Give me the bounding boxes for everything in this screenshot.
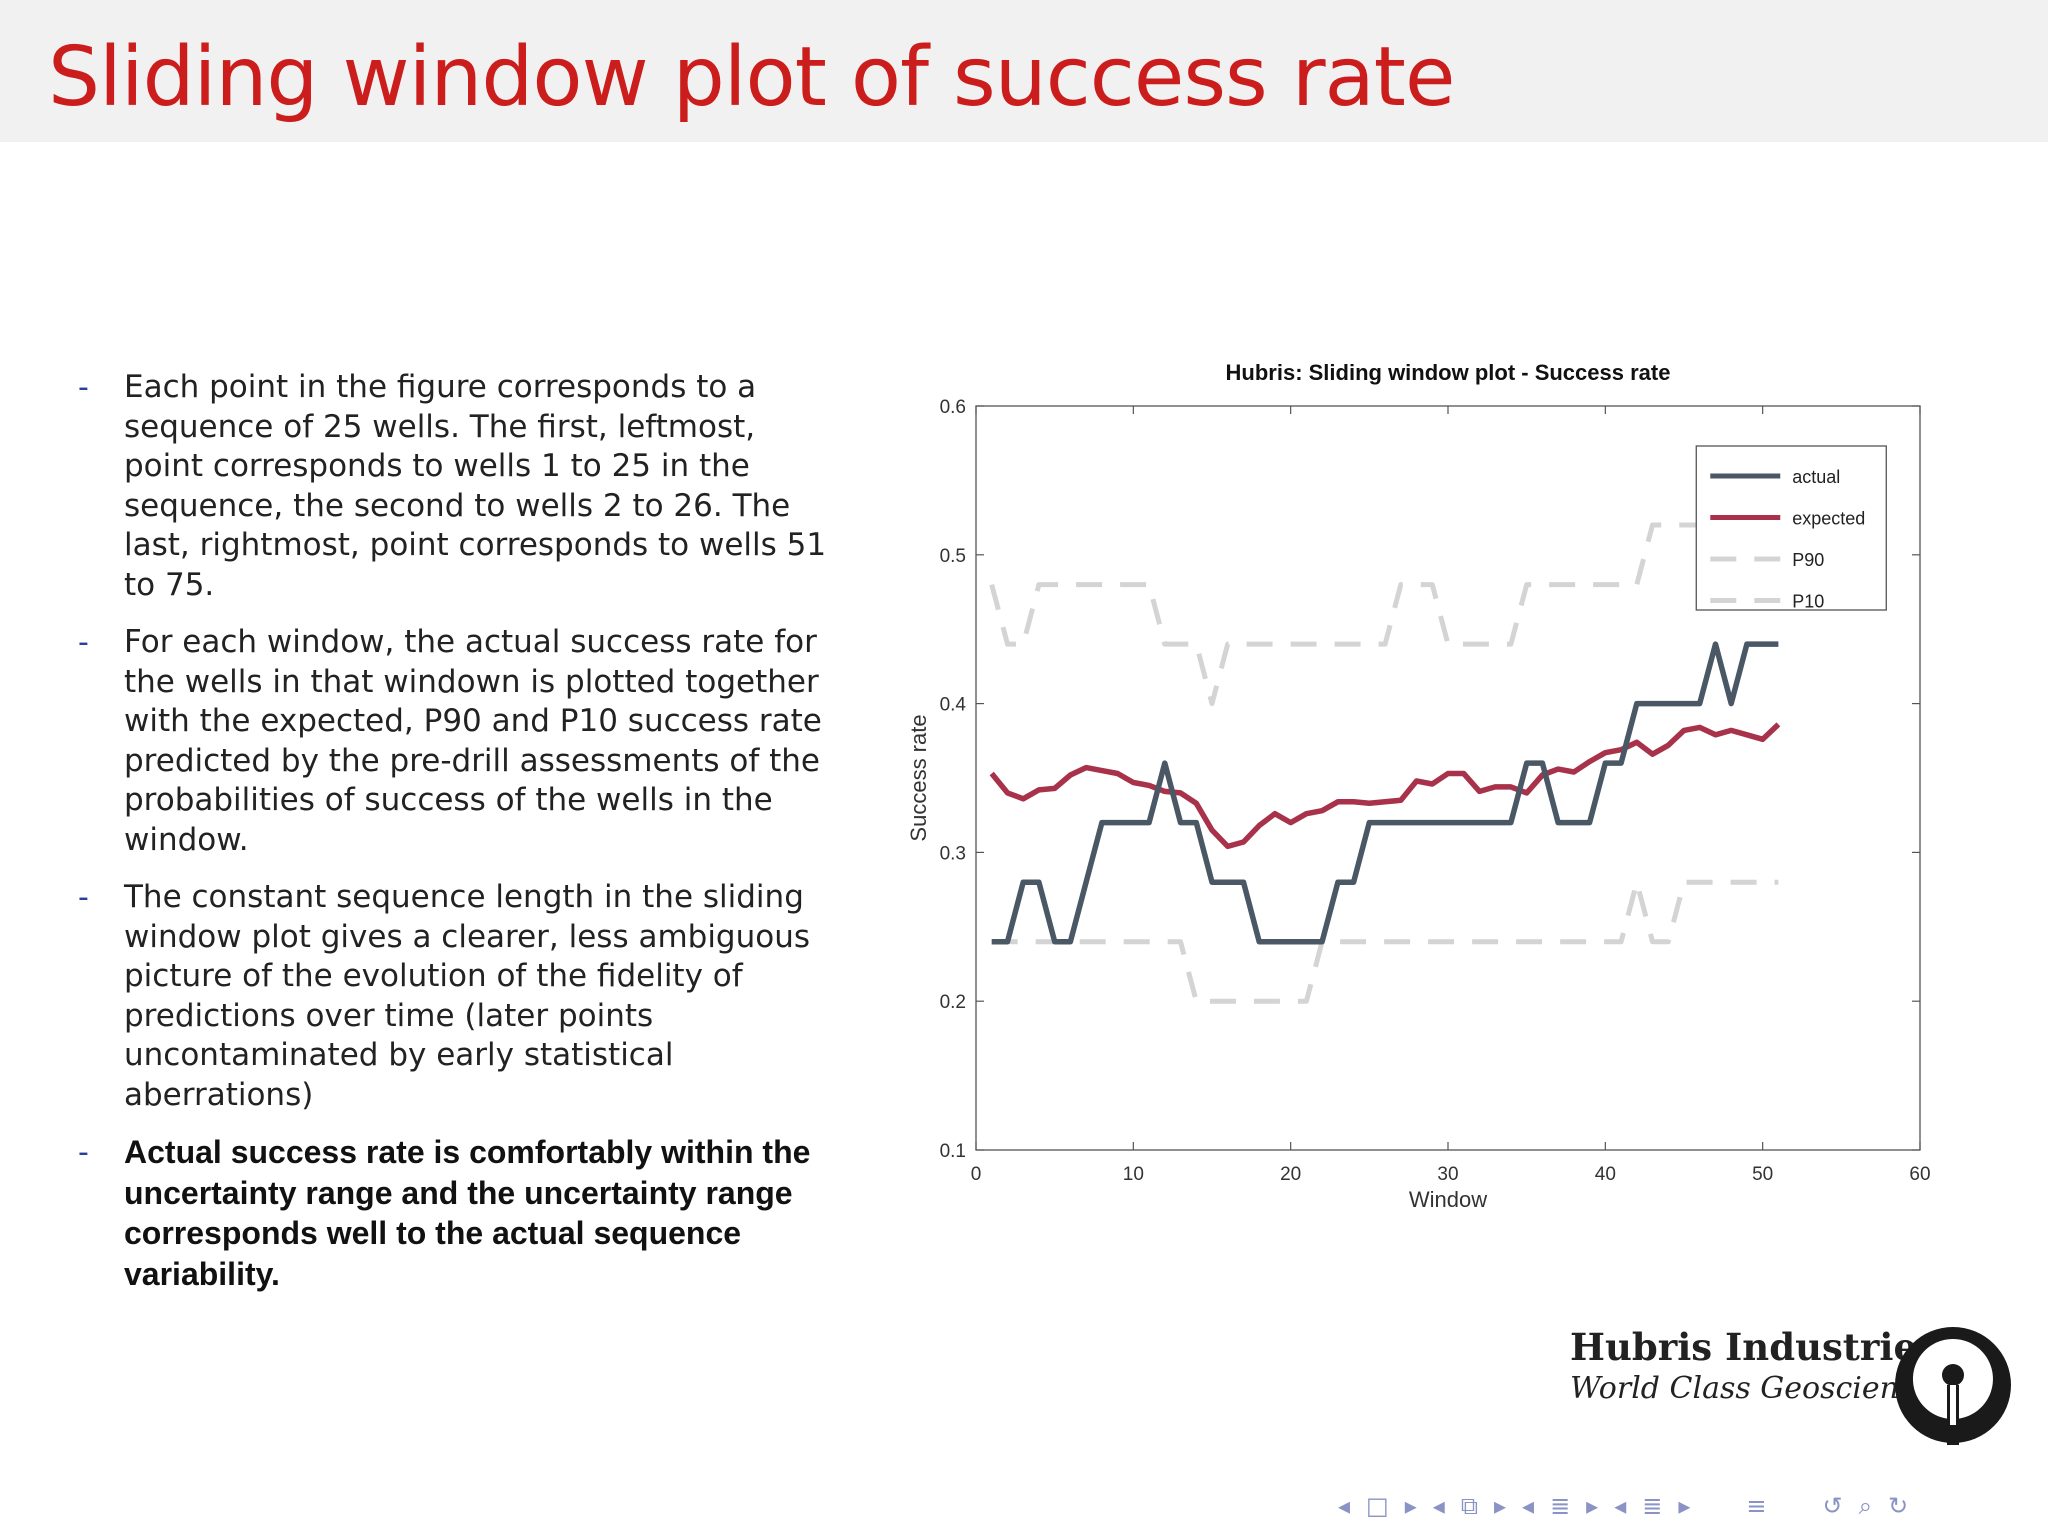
x-tick-label: 10 — [1123, 1164, 1144, 1185]
bullet-item: - The constant sequence length in the sl… — [78, 878, 838, 1115]
legend-label-expected: expected — [1792, 509, 1865, 529]
bullet-text: Actual success rate is comfortably withi… — [124, 1134, 811, 1292]
legend-box — [1695, 445, 1887, 611]
company-logo-icon — [1895, 1327, 2011, 1445]
series-line-p90 — [989, 522, 1779, 707]
x-tick-label: 60 — [1909, 1164, 1930, 1185]
prev-icon[interactable]: ◂ — [1338, 1492, 1351, 1520]
next-icon[interactable]: ▸ — [1404, 1492, 1417, 1520]
beamer-navigation: ◂ □ ▸ ◂ ⧉ ▸ ◂ ≣ ▸ ◂ ≣ ▸ ≡ ↺ ⌕ ↻ — [1338, 1486, 1908, 1526]
chart-svg: Hubris: Sliding window plot - Success ra… — [906, 360, 1931, 1212]
refresh-icon[interactable]: ↻ — [1888, 1492, 1909, 1520]
bullet-marker: - — [78, 880, 89, 915]
menu-icon[interactable]: ≡ — [1746, 1492, 1767, 1520]
prev-slide-icon[interactable]: ◂ — [1614, 1492, 1627, 1520]
next-slide-icon[interactable]: ▸ — [1678, 1492, 1691, 1520]
x-tick-label: 20 — [1280, 1164, 1301, 1185]
slide-header: Sliding window plot of success rate — [0, 0, 2048, 142]
brand-tagline: World Class Geoscience — [1570, 1371, 1934, 1406]
bullet-item: - Each point in the figure corresponds t… — [78, 368, 838, 605]
legend-label-actual: actual — [1792, 467, 1840, 487]
series-line-p10 — [991, 879, 1779, 1004]
bullet-text: For each window, the actual success rate… — [124, 624, 822, 858]
y-tick-label: 0.3 — [940, 843, 966, 864]
brand-name: Hubris Industries — [1570, 1325, 1938, 1369]
x-tick-label: 50 — [1752, 1164, 1773, 1185]
x-tick-label: 0 — [971, 1164, 982, 1185]
search-icon[interactable]: ⌕ — [1858, 1492, 1873, 1520]
series-line-expected — [989, 722, 1781, 850]
bullet-list: - Each point in the figure corresponds t… — [78, 368, 838, 1313]
series-line-actual — [991, 641, 1779, 945]
slide-title: Sliding window plot of success rate — [48, 30, 1455, 125]
prev-section-icon[interactable]: ◂ — [1432, 1492, 1445, 1520]
x-tick-label: 40 — [1595, 1164, 1616, 1185]
back-icon[interactable]: ↺ — [1822, 1492, 1843, 1520]
bullet-text: Each point in the figure corresponds to … — [124, 369, 827, 603]
y-tick-label: 0.2 — [940, 992, 966, 1013]
bullet-marker: - — [78, 1135, 89, 1170]
prev-subsection-icon[interactable]: ◂ — [1522, 1492, 1535, 1520]
next-subsection-icon[interactable]: ▸ — [1586, 1492, 1599, 1520]
success-rate-chart: Hubris: Sliding window plot - Success ra… — [880, 350, 1960, 1230]
bullet-text: The constant sequence length in the slid… — [124, 879, 811, 1113]
y-tick-label: 0.1 — [940, 1141, 966, 1162]
y-axis-label: Success rate — [906, 714, 931, 841]
y-tick-label: 0.5 — [940, 546, 966, 567]
x-tick-label: 30 — [1437, 1164, 1458, 1185]
y-tick-label: 0.6 — [940, 397, 966, 418]
subsection-icon[interactable]: ≣ — [1550, 1492, 1571, 1520]
legend-label-p10: P10 — [1792, 592, 1824, 612]
brand-block: Hubris Industries World Class Geoscience — [1570, 1325, 1938, 1406]
sections-icon[interactable]: ⧉ — [1460, 1492, 1478, 1520]
x-axis-label: Window — [1409, 1187, 1487, 1212]
legend-label-p90: P90 — [1792, 550, 1824, 570]
bullet-item: - For each window, the actual success ra… — [78, 623, 838, 860]
frame-icon[interactable]: □ — [1366, 1492, 1389, 1520]
bullet-marker: - — [78, 625, 89, 660]
slide-icon[interactable]: ≣ — [1642, 1492, 1663, 1520]
bullet-item-conclusion: - Actual success rate is comfortably wit… — [78, 1133, 838, 1295]
y-tick-label: 0.4 — [940, 695, 967, 716]
next-section-icon[interactable]: ▸ — [1493, 1492, 1507, 1520]
chart-title: Hubris: Sliding window plot - Success ra… — [1226, 360, 1671, 385]
bullet-marker: - — [78, 370, 89, 405]
